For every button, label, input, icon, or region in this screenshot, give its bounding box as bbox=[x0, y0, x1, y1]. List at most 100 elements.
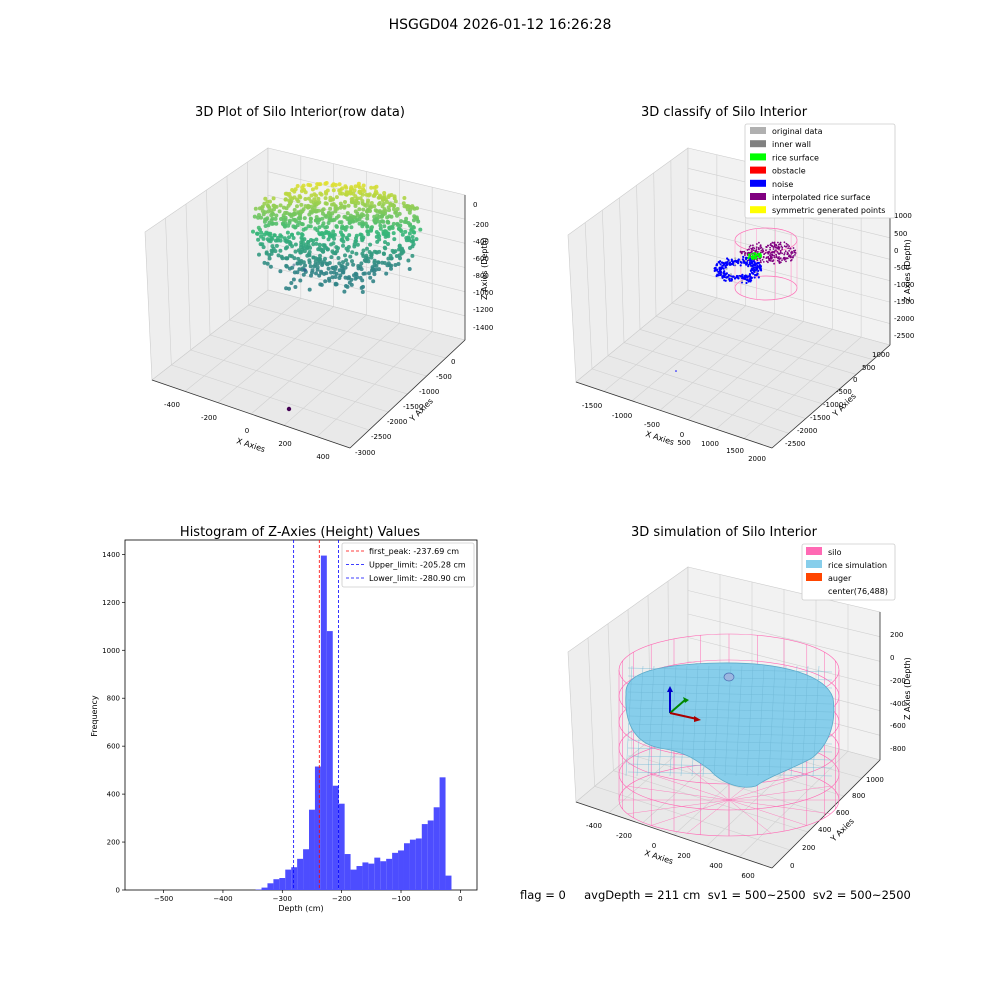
interpolated-point bbox=[767, 257, 770, 260]
noise-point bbox=[721, 264, 724, 267]
x-tick: -1500 bbox=[582, 402, 602, 410]
data-point bbox=[366, 229, 371, 234]
x-tick-labels: -400 -200 0 200 400 600 bbox=[586, 822, 755, 880]
data-point bbox=[288, 242, 293, 247]
noise-point bbox=[749, 257, 752, 260]
noise-point bbox=[744, 256, 748, 259]
z-tick: 0 bbox=[473, 201, 477, 209]
interpolated-point bbox=[775, 256, 778, 259]
histogram-bar bbox=[344, 854, 351, 890]
histogram-bar bbox=[320, 555, 327, 890]
data-point bbox=[319, 282, 324, 287]
legend: silo rice simulation auger center(76,488) bbox=[801, 543, 896, 601]
data-point bbox=[291, 217, 296, 222]
histogram-bar bbox=[403, 843, 410, 890]
data-point bbox=[314, 271, 318, 276]
z-tick-labels: 200 0 -200 -400 -600 -800 bbox=[890, 631, 906, 753]
x-tick: 400 bbox=[316, 453, 329, 461]
interpolated-point bbox=[790, 259, 792, 262]
grid-line bbox=[591, 368, 789, 434]
interpolated-point bbox=[790, 253, 793, 255]
data-point bbox=[293, 249, 298, 254]
data-point bbox=[398, 247, 403, 251]
z-tick: -1000 bbox=[473, 289, 493, 297]
z-tick: -400 bbox=[890, 700, 906, 708]
data-point bbox=[314, 218, 319, 223]
interpolated-point bbox=[759, 260, 762, 262]
interpolated-point bbox=[768, 251, 770, 253]
data-point bbox=[337, 261, 342, 266]
grid-line bbox=[623, 342, 823, 405]
z-tick: -200 bbox=[473, 221, 489, 229]
y-tick: -1000 bbox=[823, 401, 843, 409]
histogram-bar bbox=[427, 820, 434, 890]
classified-point-cloud bbox=[675, 227, 798, 372]
interpolated-point bbox=[780, 261, 782, 264]
legend-swatch bbox=[750, 193, 766, 200]
data-point bbox=[344, 258, 349, 263]
mesh-line bbox=[724, 665, 732, 777]
data-point bbox=[303, 268, 307, 272]
panel-title: 3D classify of Silo Interior bbox=[641, 105, 808, 120]
interpolated-point bbox=[782, 257, 785, 260]
mesh-line bbox=[627, 699, 833, 705]
data-point bbox=[315, 265, 320, 270]
data-point bbox=[341, 260, 345, 265]
interpolated-point bbox=[788, 250, 790, 252]
interpolated-point bbox=[778, 243, 780, 246]
x-axis-label: X Axies bbox=[235, 436, 266, 454]
data-point bbox=[418, 227, 423, 232]
x-tick: -400 bbox=[164, 401, 180, 409]
panel-histogram: Histogram of Z-Axies (Height) Values −50… bbox=[90, 525, 478, 913]
data-point bbox=[383, 240, 387, 245]
data-point bbox=[316, 196, 321, 201]
y-tick: 600 bbox=[836, 809, 849, 817]
data-point bbox=[392, 194, 397, 199]
x-tick-label: −300 bbox=[273, 895, 292, 903]
data-point bbox=[323, 181, 328, 186]
data-point bbox=[295, 223, 300, 228]
data-point bbox=[267, 256, 272, 261]
data-point bbox=[256, 225, 261, 230]
histogram-bar bbox=[261, 887, 268, 890]
mesh-line bbox=[627, 755, 833, 761]
data-point bbox=[378, 226, 383, 231]
data-point bbox=[278, 248, 283, 253]
interpolated-point bbox=[773, 243, 776, 245]
interpolated-point bbox=[762, 256, 765, 258]
mesh-line bbox=[627, 771, 833, 777]
data-point bbox=[299, 235, 304, 240]
data-point bbox=[324, 271, 329, 276]
data-point bbox=[331, 188, 336, 193]
noise-point bbox=[750, 271, 754, 274]
grid-line bbox=[247, 161, 249, 306]
rice-surface-point bbox=[757, 254, 760, 257]
x-tick-label: −400 bbox=[213, 895, 232, 903]
histogram-bar bbox=[291, 867, 298, 890]
data-point bbox=[266, 209, 271, 214]
data-point bbox=[372, 204, 377, 209]
legend-swatch bbox=[750, 179, 766, 187]
interpolated-point bbox=[759, 247, 762, 250]
silo-floor-line bbox=[728, 799, 772, 834]
data-point bbox=[278, 233, 283, 238]
z-tick: 0 bbox=[890, 654, 894, 662]
data-point bbox=[286, 223, 291, 228]
panel-title: 3D simulation of Silo Interior bbox=[631, 525, 818, 540]
z-tick: -1000 bbox=[894, 281, 914, 289]
interpolated-point bbox=[773, 245, 776, 248]
data-point bbox=[353, 271, 358, 276]
data-point bbox=[312, 192, 317, 197]
interpolated-point bbox=[777, 253, 780, 255]
data-point bbox=[351, 262, 356, 267]
data-point bbox=[398, 256, 402, 261]
interpolated-point bbox=[762, 261, 765, 263]
interpolated-point bbox=[786, 257, 788, 260]
data-point bbox=[389, 263, 394, 268]
data-point bbox=[272, 207, 276, 212]
noise-point bbox=[726, 275, 729, 279]
data-point bbox=[334, 195, 339, 200]
interpolated-point bbox=[773, 254, 775, 257]
plot-area bbox=[124, 539, 478, 891]
y-tick: -2000 bbox=[387, 418, 407, 426]
